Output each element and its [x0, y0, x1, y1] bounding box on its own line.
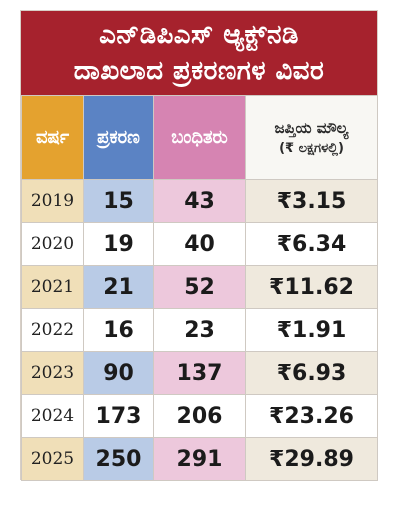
header-seized-unit: (₹ ಲಕ್ಷಗಳಲ್ಲಿ)	[279, 141, 344, 156]
cell-seized: ₹3.15	[245, 179, 378, 223]
cell-arrested: 40	[153, 222, 246, 266]
header-cases: ಪ್ರಕರಣ	[83, 95, 154, 180]
cell-cases: 250	[83, 437, 154, 481]
cell-cases: 173	[83, 394, 154, 438]
table-row: 2023 90 137 ₹6.93	[21, 351, 378, 395]
cell-seized: ₹1.91	[245, 308, 378, 352]
table-row: 2019 15 43 ₹3.15	[21, 179, 378, 223]
cell-year: 2024	[21, 394, 84, 438]
title-line-1: ಎನ್‌ಡಿಪಿಎಸ್ ಆ್ಯಕ್ಟ್‌ನಡಿ	[99, 20, 299, 50]
ndps-table-card: ಎನ್‌ಡಿಪಿಎಸ್ ಆ್ಯಕ್ಟ್‌ನಡಿ ದಾಖಲಾದ ಪ್ರಕರಣಗಳ …	[20, 10, 378, 481]
cell-cases: 16	[83, 308, 154, 352]
cell-year: 2025	[21, 437, 84, 481]
cell-year: 2023	[21, 351, 84, 395]
cell-seized: ₹6.34	[245, 222, 378, 266]
table-row: 2024 173 206 ₹23.26	[21, 394, 378, 438]
cell-seized: ₹6.93	[245, 351, 378, 395]
cell-cases: 19	[83, 222, 154, 266]
table-row: 2021 21 52 ₹11.62	[21, 265, 378, 309]
cell-seized: ₹29.89	[245, 437, 378, 481]
table-title: ಎನ್‌ಡಿಪಿಎಸ್ ಆ್ಯಕ್ಟ್‌ನಡಿ ದಾಖಲಾದ ಪ್ರಕರಣಗಳ …	[21, 11, 377, 95]
cell-arrested: 206	[153, 394, 246, 438]
header-year: ವರ್ಷ	[21, 95, 84, 180]
header-seized-label: ಜಪ್ತಿಯ ಮೌಲ್ಯ	[274, 119, 349, 137]
header-seized-value: ಜಪ್ತಿಯ ಮೌಲ್ಯ (₹ ಲಕ್ಷಗಳಲ್ಲಿ)	[245, 95, 378, 180]
cell-arrested: 23	[153, 308, 246, 352]
cell-year: 2020	[21, 222, 84, 266]
cell-arrested: 137	[153, 351, 246, 395]
table-header-row: ವರ್ಷ ಪ್ರಕರಣ ಬಂಧಿತರು ಜಪ್ತಿಯ ಮೌಲ್ಯ (₹ ಲಕ್ಷ…	[21, 95, 378, 180]
cell-seized: ₹11.62	[245, 265, 378, 309]
title-line-2: ದಾಖಲಾದ ಪ್ರಕರಣಗಳ ವಿವರ	[73, 56, 325, 86]
cell-cases: 15	[83, 179, 154, 223]
cell-year: 2022	[21, 308, 84, 352]
ndps-cases-table: ವರ್ಷ ಪ್ರಕರಣ ಬಂಧಿತರು ಜಪ್ತಿಯ ಮೌಲ್ಯ (₹ ಲಕ್ಷ…	[21, 95, 378, 481]
cell-year: 2019	[21, 179, 84, 223]
table-row: 2025 250 291 ₹29.89	[21, 437, 378, 481]
cell-cases: 90	[83, 351, 154, 395]
header-arrested: ಬಂಧಿತರು	[153, 95, 246, 180]
table-row: 2020 19 40 ₹6.34	[21, 222, 378, 266]
cell-cases: 21	[83, 265, 154, 309]
cell-seized: ₹23.26	[245, 394, 378, 438]
cell-year: 2021	[21, 265, 84, 309]
table-row: 2022 16 23 ₹1.91	[21, 308, 378, 352]
cell-arrested: 291	[153, 437, 246, 481]
cell-arrested: 43	[153, 179, 246, 223]
cell-arrested: 52	[153, 265, 246, 309]
